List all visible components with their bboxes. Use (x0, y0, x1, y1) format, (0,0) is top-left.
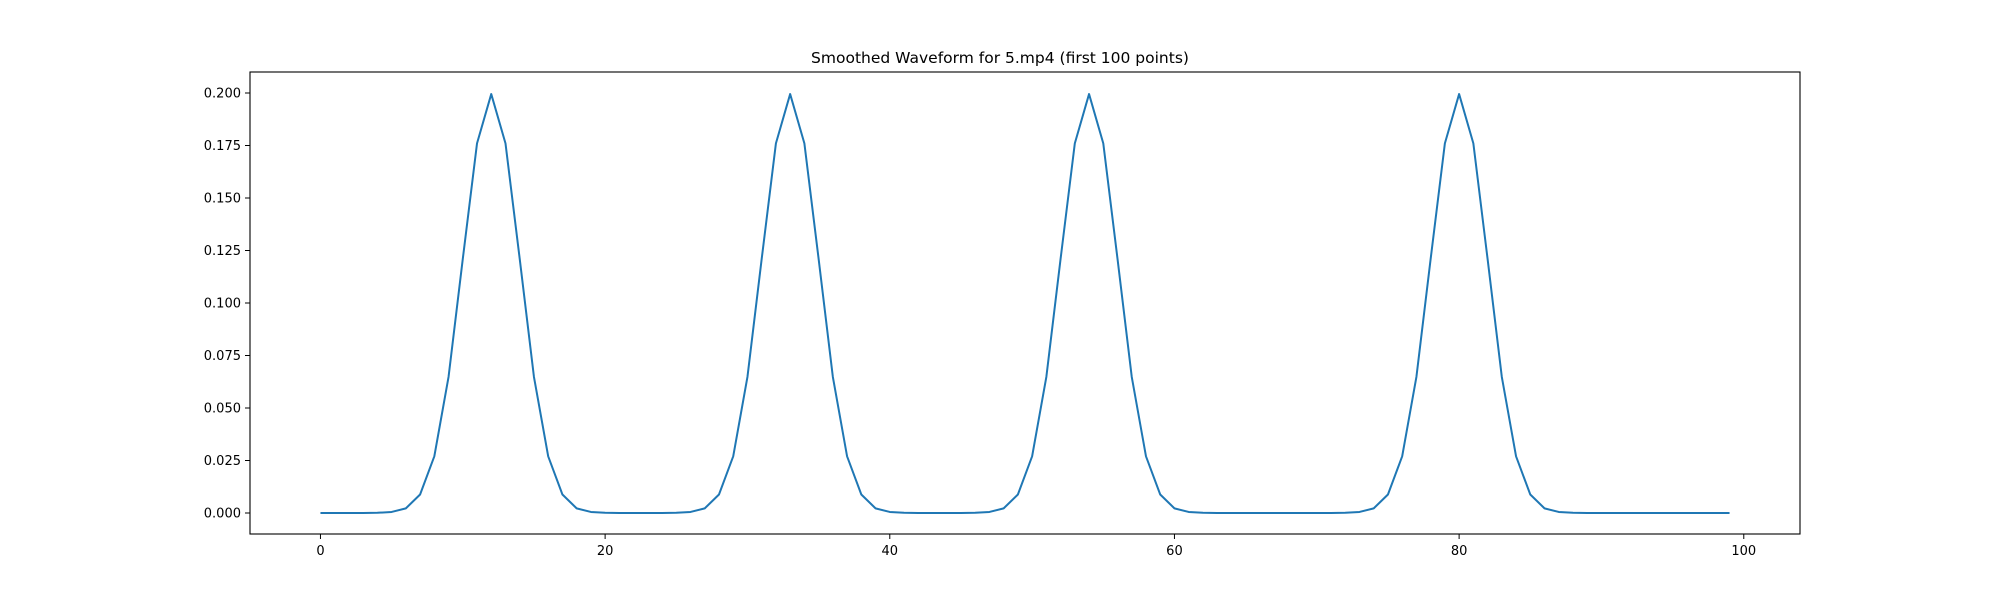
x-axis: 0 20 40 60 80 100 (316, 534, 1756, 559)
y-tick-label: 0.000 (204, 507, 241, 522)
plot-area (320, 93, 1730, 514)
x-tick-label: 40 (882, 544, 899, 559)
y-tick-label: 0.075 (204, 349, 241, 364)
y-tick-label: 0.200 (204, 87, 241, 102)
y-tick-label: 0.175 (204, 139, 241, 154)
series-line-0 (320, 93, 1730, 514)
y-tick-label: 0.025 (204, 454, 241, 469)
y-tick-label: 0.050 (204, 402, 241, 417)
y-tick-label: 0.125 (204, 244, 241, 259)
x-tick-label: 100 (1731, 544, 1756, 559)
x-tick-label: 0 (316, 544, 324, 559)
x-tick-label: 20 (597, 544, 614, 559)
axes-frame (249, 71, 1801, 535)
x-tick-label: 80 (1451, 544, 1468, 559)
y-tick-label: 0.100 (204, 297, 241, 312)
y-axis: 0.000 0.025 0.050 0.075 0.100 0.125 0.150 0.175… (204, 87, 250, 522)
y-tick-label: 0.150 (204, 192, 241, 207)
x-tick-label: 60 (1166, 544, 1183, 559)
chart-title: Smoothed Waveform for 5.mp4 (first 100 p… (811, 49, 1189, 67)
